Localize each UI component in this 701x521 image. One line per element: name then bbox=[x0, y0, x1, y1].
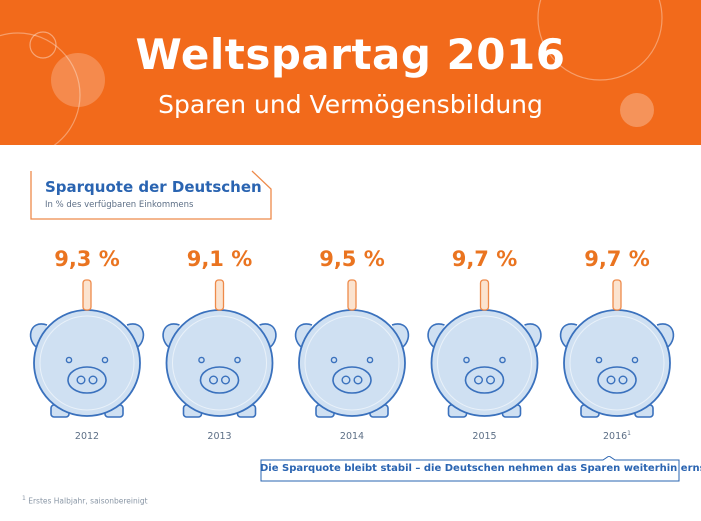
pig-nostril-left bbox=[208, 375, 218, 385]
piggy-bank-2016: 9,7 % 20161 bbox=[559, 247, 675, 442]
pig-eye-right bbox=[366, 356, 374, 364]
piggy-bank-2012: 9,3 % 2012 bbox=[29, 247, 145, 442]
pig-nostril-right bbox=[618, 375, 628, 385]
banner-decoration bbox=[0, 0, 663, 145]
page-title: Weltspartag 2016 bbox=[135, 30, 566, 79]
note-frame bbox=[260, 456, 680, 482]
pig-nostril-right bbox=[486, 375, 496, 385]
page-subtitle: Sparen und Vermögensbildung bbox=[158, 90, 543, 119]
pig-snout bbox=[67, 366, 107, 394]
pig-coin bbox=[82, 279, 92, 311]
pig-nostril-right bbox=[353, 375, 363, 385]
pig-eye-left bbox=[65, 356, 73, 364]
year-label: 20161 bbox=[603, 430, 631, 442]
value-label: 9,1 % bbox=[187, 247, 253, 271]
year-label: 2013 bbox=[207, 431, 231, 442]
pig-coin bbox=[214, 279, 225, 311]
pig-body bbox=[298, 309, 406, 417]
footnote-mark: 1 bbox=[22, 495, 26, 502]
value-label: 9,3 % bbox=[54, 247, 120, 271]
summary-note: Die Sparquote bleibt stabil – die Deutsc… bbox=[260, 456, 701, 482]
pig-highlight bbox=[569, 315, 665, 411]
pig-eye-right bbox=[101, 356, 109, 364]
chart-subtitle: In % des verfügbaren Einkommens bbox=[45, 200, 194, 210]
pig-body bbox=[165, 309, 274, 417]
summary-note-text: Die Sparquote bleibt stabil – die Deutsc… bbox=[260, 463, 701, 474]
year-label: 2014 bbox=[340, 431, 364, 442]
pig-coin bbox=[612, 279, 622, 311]
pig-nostril-left bbox=[606, 375, 616, 385]
pig-coin bbox=[347, 279, 357, 311]
value-label: 9,7 % bbox=[584, 247, 650, 271]
piggy-bank-2013: 9,1 % 2013 bbox=[162, 247, 277, 442]
pig-snout bbox=[199, 366, 240, 394]
pig-eye-left bbox=[595, 356, 603, 364]
pig-eye-left bbox=[198, 356, 205, 364]
pig-eye-right bbox=[234, 356, 241, 364]
pig-nostril-left bbox=[474, 375, 484, 385]
piggy-bank-2014: 9,5 % 2014 bbox=[294, 247, 410, 442]
pig-eye-left bbox=[463, 356, 470, 364]
pig-body bbox=[430, 309, 539, 417]
pig-nostril-right bbox=[88, 375, 98, 385]
footnote-text: Erstes Halbjahr, saisonbereinigt bbox=[28, 496, 148, 506]
pig-nostril-right bbox=[220, 375, 230, 385]
value-label: 9,5 % bbox=[319, 247, 385, 271]
chart-label-box: Sparquote der Deutschen In % des verfügb… bbox=[30, 170, 272, 220]
pig-highlight bbox=[172, 315, 267, 411]
pig-highlight bbox=[39, 315, 135, 411]
footnote-mark: 1 bbox=[627, 430, 631, 437]
year-label: 2012 bbox=[75, 431, 99, 442]
pig-snout bbox=[464, 366, 505, 394]
pig-coin bbox=[479, 279, 490, 311]
header-banner: Weltspartag 2016 Sparen und Vermögensbil… bbox=[0, 0, 701, 145]
pig-snout bbox=[332, 366, 372, 394]
piggy-bank-2015: 9,7 % 2015 bbox=[427, 247, 542, 442]
pig-nostril-left bbox=[341, 375, 351, 385]
pig-body bbox=[563, 309, 671, 417]
label-box-frame bbox=[30, 170, 272, 220]
pig-eye-right bbox=[499, 356, 506, 364]
pig-eye-right bbox=[631, 356, 639, 364]
pig-highlight bbox=[437, 315, 532, 411]
pig-eye-left bbox=[330, 356, 338, 364]
value-label: 9,7 % bbox=[452, 247, 518, 271]
footnote: 1 Erstes Halbjahr, saisonbereinigt bbox=[22, 495, 148, 506]
pig-nostril-left bbox=[76, 375, 86, 385]
pig-highlight bbox=[304, 315, 400, 411]
pig-body bbox=[33, 309, 141, 417]
chart-title: Sparquote der Deutschen bbox=[45, 178, 262, 196]
pig-snout bbox=[597, 366, 637, 394]
year-label: 2015 bbox=[472, 431, 496, 442]
